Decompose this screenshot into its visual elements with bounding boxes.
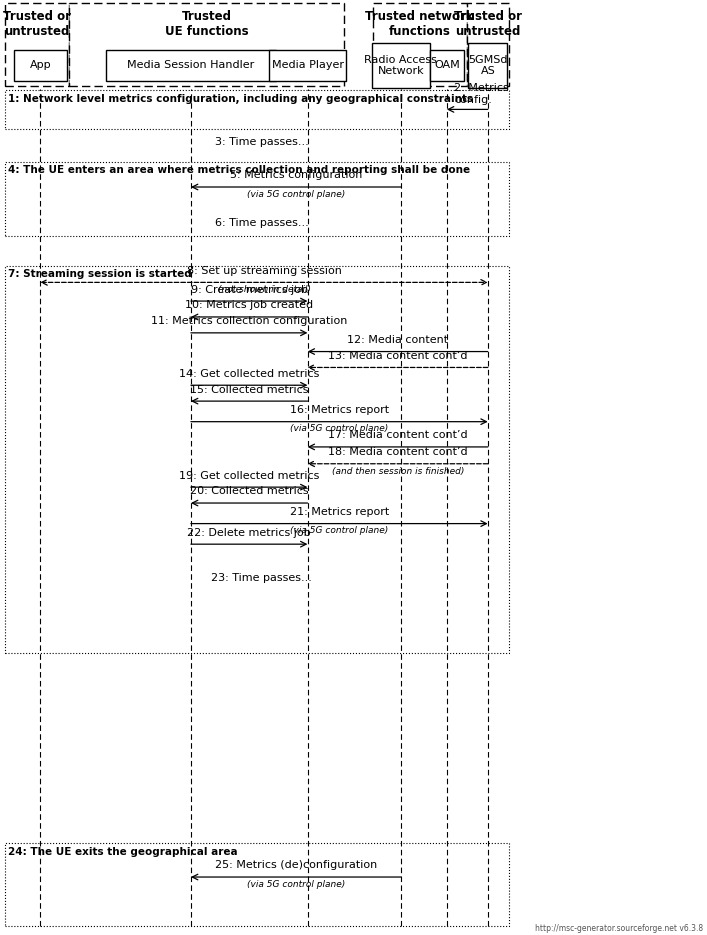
Text: 11: Metrics collection configuration: 11: Metrics collection configuration	[151, 316, 347, 326]
Text: 5GMSd
AS: 5GMSd AS	[468, 54, 508, 77]
Text: Media Player: Media Player	[271, 61, 344, 70]
Text: 20: Collected metrics: 20: Collected metrics	[190, 486, 308, 496]
Text: 24: The UE exits the geographical area: 24: The UE exits the geographical area	[8, 847, 238, 857]
Bar	[372, 43, 430, 88]
Text: 14: Get collected metrics: 14: Get collected metrics	[179, 368, 320, 379]
Text: App: App	[30, 61, 51, 70]
Text: 8: Set up streaming session: 8: Set up streaming session	[187, 266, 341, 276]
Text: (via 5G control plane): (via 5G control plane)	[291, 526, 388, 536]
Text: (not shown in detail): (not shown in detail)	[218, 285, 310, 295]
Text: 17: Media content cont’d: 17: Media content cont’d	[328, 430, 467, 440]
Bar	[106, 50, 276, 80]
Bar	[430, 50, 464, 80]
Text: 21: Metrics report: 21: Metrics report	[290, 507, 389, 517]
Text: http://msc-generator.sourceforge.net v6.3.8: http://msc-generator.sourceforge.net v6.…	[535, 924, 703, 933]
Bar	[467, 3, 509, 86]
Bar	[5, 843, 509, 926]
Bar	[14, 50, 66, 80]
Text: Trusted or
untrusted: Trusted or untrusted	[454, 10, 522, 38]
Bar	[5, 90, 509, 129]
Text: 22: Delete metrics job: 22: Delete metrics job	[187, 527, 311, 538]
Text: 6: Time passes...: 6: Time passes...	[215, 218, 308, 227]
Text: Radio Access
Network: Radio Access Network	[364, 54, 438, 77]
Text: 3: Time passes...: 3: Time passes...	[215, 137, 308, 147]
Text: (and then session is finished): (and then session is finished)	[332, 467, 464, 476]
Text: Trusted
UE functions: Trusted UE functions	[165, 10, 248, 38]
Text: Trusted network
functions: Trusted network functions	[366, 10, 474, 38]
Text: 12: Media content: 12: Media content	[347, 335, 448, 345]
Text: 23: Time passes...: 23: Time passes...	[211, 573, 312, 583]
Bar	[5, 3, 69, 86]
Bar	[69, 3, 344, 86]
Bar	[468, 43, 508, 88]
Text: 25: Metrics (de)configuration: 25: Metrics (de)configuration	[215, 860, 377, 870]
Text: 13: Media content cont’d: 13: Media content cont’d	[328, 351, 467, 361]
Text: 10: Metrics job created: 10: Metrics job created	[185, 300, 313, 310]
Text: 15: Collected metrics: 15: Collected metrics	[190, 384, 308, 395]
Text: 2: Metrics
config.: 2: Metrics config.	[454, 83, 508, 105]
Text: 9: Create metrics job: 9: Create metrics job	[191, 284, 308, 295]
Text: 1: Network level metrics configuration, including any geographical constraints: 1: Network level metrics configuration, …	[8, 94, 474, 104]
Bar	[373, 3, 467, 86]
Text: 5: Metrics configuration: 5: Metrics configuration	[230, 170, 362, 180]
Text: 18: Media content cont’d: 18: Media content cont’d	[328, 447, 467, 457]
Bar	[5, 266, 509, 653]
Text: 7: Streaming session is started: 7: Streaming session is started	[8, 269, 192, 280]
Text: Media Session Handler: Media Session Handler	[127, 61, 255, 70]
Text: OAM: OAM	[434, 61, 460, 70]
Bar	[5, 162, 509, 236]
Text: (via 5G control plane): (via 5G control plane)	[247, 880, 345, 889]
Text: 4: The UE enters an area where metrics collection and reporting shall be done: 4: The UE enters an area where metrics c…	[8, 165, 471, 176]
Text: 19: Get collected metrics: 19: Get collected metrics	[179, 470, 320, 481]
Bar	[269, 50, 346, 80]
Text: (via 5G control plane): (via 5G control plane)	[247, 190, 345, 199]
Text: (via 5G control plane): (via 5G control plane)	[291, 424, 388, 434]
Text: Trusted or
untrusted: Trusted or untrusted	[3, 10, 71, 38]
Text: 16: Metrics report: 16: Metrics report	[290, 405, 389, 415]
